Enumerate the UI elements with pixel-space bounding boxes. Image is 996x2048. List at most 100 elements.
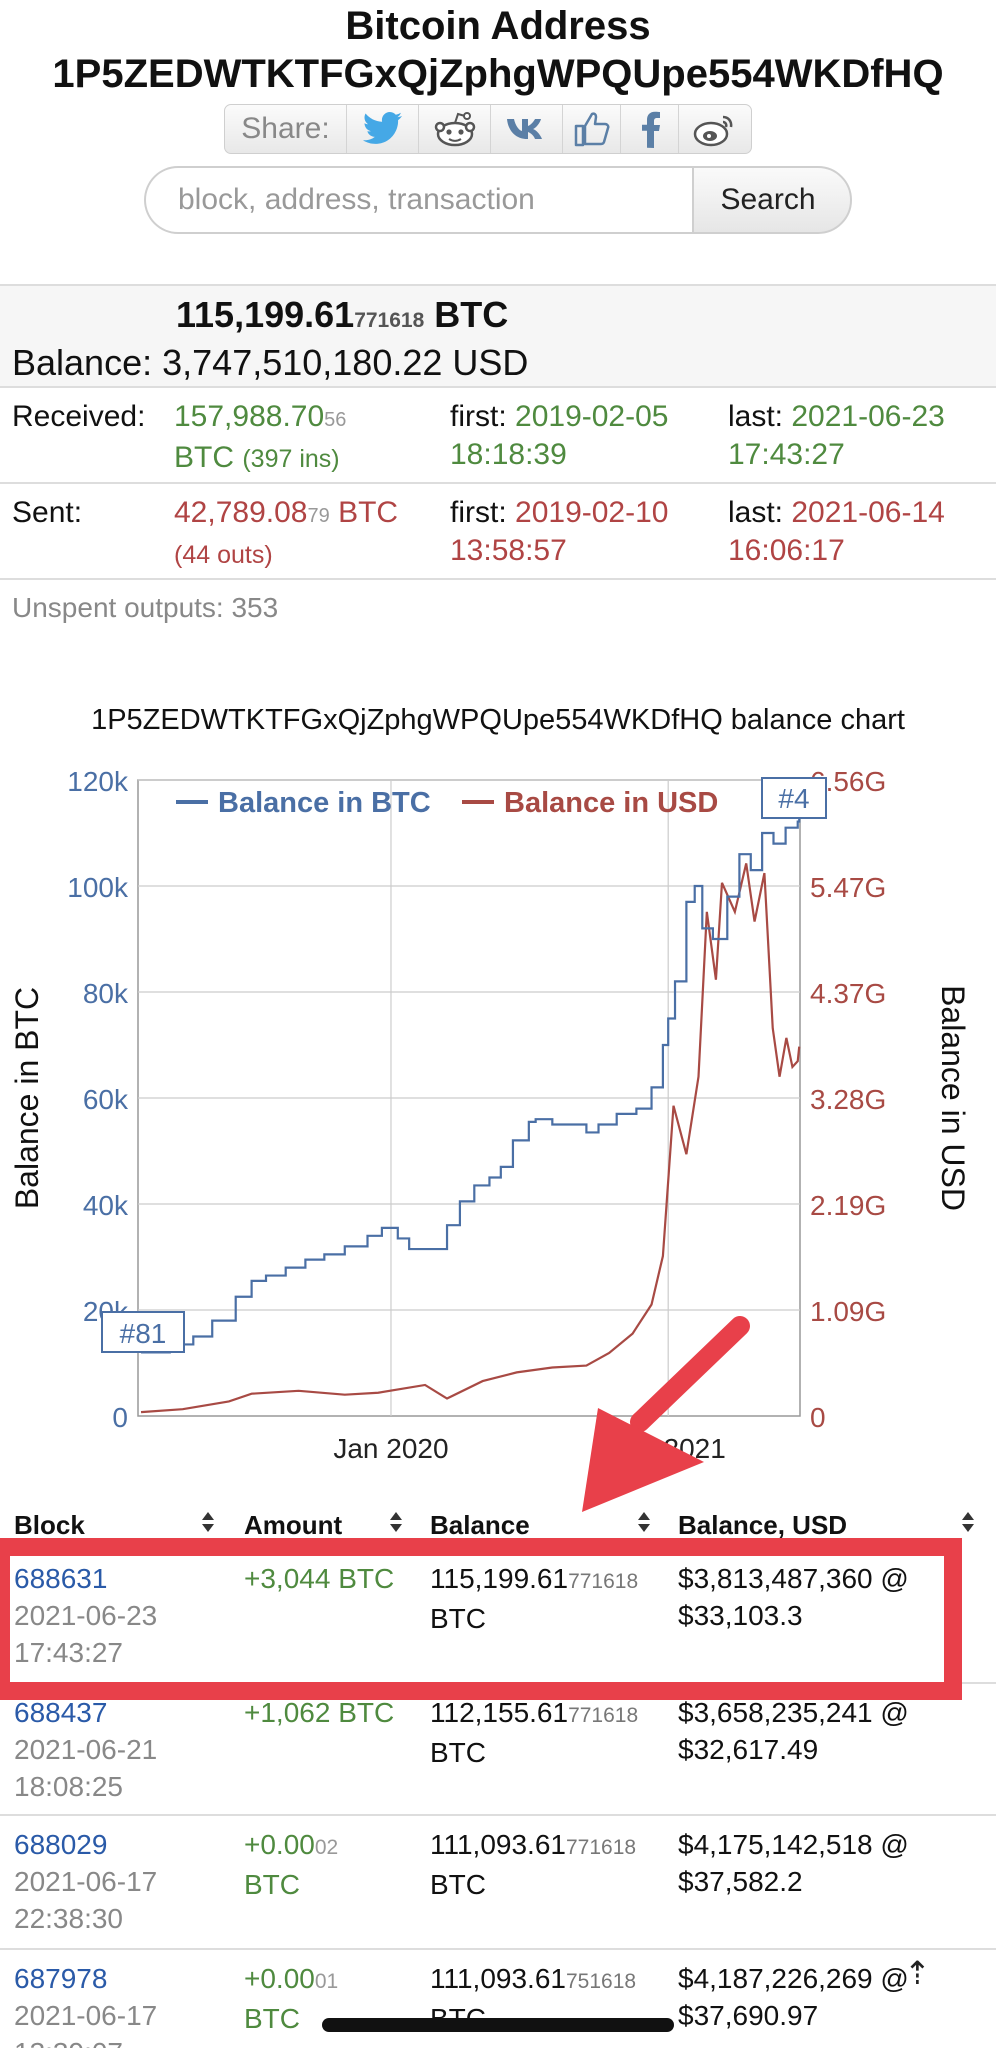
home-indicator[interactable] bbox=[322, 2018, 674, 2032]
marker-label-81: #81 bbox=[120, 1318, 167, 1349]
y-axis-label: Balance in BTC bbox=[9, 987, 45, 1209]
row-amount-small: 01 bbox=[314, 1970, 339, 1993]
sort-icon[interactable] bbox=[388, 1510, 404, 1534]
facebook-icon[interactable] bbox=[621, 105, 679, 153]
table-row: 688437 2021-06-21 18:08:25 +1,062 BTC 11… bbox=[0, 1684, 996, 1816]
address-summary: 115,199.61771618 BTC Balance: 3,747,510,… bbox=[0, 284, 996, 580]
received-last: last: 2021-06-23 17:43:27 bbox=[728, 398, 996, 474]
scroll-top-icon[interactable]: ⇡ bbox=[904, 1955, 931, 1991]
page-title-address: 1P5ZEDWTKTFGxQjZphgWPQUpe554WKDfHQ bbox=[52, 52, 944, 96]
row-balance-main: 115,199.61 bbox=[430, 1563, 569, 1594]
row-rate: $32,617.49 bbox=[678, 1734, 819, 1765]
row-usd-value: $4,187,226,269 @ bbox=[678, 1963, 909, 1994]
sort-icon[interactable] bbox=[636, 1510, 652, 1534]
sent-label: Sent: bbox=[12, 496, 83, 529]
row-usd: $3,658,235,241 @ $32,617.49 bbox=[678, 1694, 996, 1768]
search-button[interactable]: Search bbox=[692, 166, 852, 234]
sort-icon[interactable] bbox=[960, 1510, 976, 1534]
row-usd: $3,813,487,360 @ $33,103.3 bbox=[678, 1560, 996, 1634]
balance-label: Balance: bbox=[12, 342, 153, 383]
received-last-label: last: bbox=[728, 400, 784, 433]
y2-tick-label: 4.37G bbox=[810, 978, 886, 1009]
row-balance: 111,093.61771618 BTC bbox=[430, 1826, 674, 1903]
sent-amount-small: 79 bbox=[307, 505, 330, 527]
row-date: 2021-06-17 bbox=[14, 2000, 158, 2031]
y-tick-label: 0 bbox=[112, 1402, 128, 1433]
sent-row: Sent: 42,789.0879 BTC (44 outs) first: 2… bbox=[0, 484, 996, 580]
page-title-line1: Bitcoin Address bbox=[345, 4, 651, 48]
received-count: (397 ins) bbox=[242, 445, 340, 473]
y2-tick-label: 3.28G bbox=[810, 1084, 886, 1115]
unspent-outputs: Unspent outputs: 353 bbox=[12, 592, 279, 623]
sent-first: first: 2019-02-10 13:58:57 bbox=[450, 494, 720, 570]
sent-last: last: 2021-06-14 16:06:17 bbox=[728, 494, 996, 570]
received-amount-main: 157,988.70 bbox=[174, 400, 325, 433]
weibo-icon[interactable] bbox=[679, 105, 751, 153]
series-line-usd bbox=[140, 863, 801, 1414]
row-amount-unit: BTC bbox=[244, 2003, 300, 2034]
header-balance-usd[interactable]: Balance, USD bbox=[678, 1510, 848, 1540]
share-label: Share: bbox=[225, 105, 347, 153]
chart-title: 1P5ZEDWTKTFGxQjZphgWPQUpe554WKDfHQ balan… bbox=[91, 704, 905, 736]
legend-label-btc: Balance in BTC bbox=[218, 787, 431, 819]
block-link[interactable]: 688631 bbox=[14, 1563, 108, 1594]
balance-btc: 115,199.61771618 BTC bbox=[176, 294, 508, 336]
sort-icon[interactable] bbox=[200, 1510, 216, 1534]
header-amount[interactable]: Amount bbox=[244, 1510, 343, 1540]
received-row: Received: 157,988.7056 BTC (397 ins) fir… bbox=[0, 388, 996, 484]
sent-last-date: 2021-06-14 bbox=[791, 496, 945, 529]
row-time: 22:38:30 bbox=[14, 1903, 123, 1934]
block-link[interactable]: 687978 bbox=[14, 1963, 108, 1994]
row-balance-main: 111,093.61 bbox=[430, 1963, 566, 1994]
sent-first-label: first: bbox=[450, 496, 507, 529]
row-block-cell: 688029 2021-06-17 22:38:30 bbox=[14, 1826, 157, 1937]
row-amount-main: +3,044 BTC bbox=[244, 1563, 395, 1594]
balance-chart[interactable]: 020k40k60k80k100k120k01.09G2.19G3.28G4.3… bbox=[0, 760, 996, 1460]
twitter-icon[interactable] bbox=[347, 105, 419, 153]
table-row: 687978 2021-06-17 13:39:07 +0.0001 BTC 11… bbox=[0, 1950, 996, 2048]
row-usd: $4,187,226,269 @ $37,690.97 bbox=[678, 1960, 996, 2034]
sent-last-label: last: bbox=[728, 496, 784, 529]
row-balance-unit: BTC bbox=[430, 1737, 486, 1768]
balance-usd: Balance: 3,747,510,180.22 USD bbox=[12, 342, 528, 384]
row-usd-value: $4,175,142,518 @ bbox=[678, 1829, 909, 1860]
row-time: 17:43:27 bbox=[14, 1637, 123, 1668]
row-balance: 115,199.61771618 BTC bbox=[430, 1560, 674, 1637]
row-balance-small: 771618 bbox=[568, 1570, 639, 1593]
balance-btc-main: 115,199.61 bbox=[176, 294, 355, 335]
row-balance: 112,155.61771618 BTC bbox=[430, 1694, 674, 1771]
row-time: 18:08:25 bbox=[14, 1771, 123, 1802]
row-usd: $4,175,142,518 @ $37,582.2 bbox=[678, 1826, 996, 1900]
search-input[interactable] bbox=[144, 166, 692, 234]
row-block-cell: 688437 2021-06-21 18:08:25 bbox=[14, 1694, 157, 1805]
row-balance-small: 751618 bbox=[565, 1970, 637, 1993]
row-amount-main: +0.00 bbox=[244, 1829, 315, 1860]
received-unit: BTC bbox=[174, 441, 234, 474]
vk-icon[interactable] bbox=[491, 105, 563, 153]
y-tick-label: 40k bbox=[83, 1190, 129, 1221]
row-amount: +3,044 BTC bbox=[244, 1560, 424, 1600]
header-balance[interactable]: Balance bbox=[430, 1510, 530, 1540]
row-amount-small: 02 bbox=[314, 1836, 339, 1859]
row-amount-main: +0.00 bbox=[244, 1963, 315, 1994]
row-rate: $37,690.97 bbox=[678, 2000, 819, 2031]
block-link[interactable]: 688437 bbox=[14, 1697, 108, 1728]
header-block[interactable]: Block bbox=[14, 1510, 85, 1540]
like-icon[interactable] bbox=[563, 105, 621, 153]
row-block-cell: 687978 2021-06-17 13:39:07 bbox=[14, 1960, 157, 2048]
y2-axis-label: Balance in USD bbox=[935, 985, 971, 1211]
x-tick-label: Jan 2020 bbox=[333, 1433, 448, 1460]
y2-tick-label: 2.19G bbox=[810, 1190, 886, 1221]
received-first: first: 2019-02-05 18:18:39 bbox=[450, 398, 720, 474]
sent-first-date: 2019-02-10 bbox=[515, 496, 669, 529]
block-link[interactable]: 688029 bbox=[14, 1829, 108, 1860]
received-last-date: 2021-06-23 bbox=[791, 400, 945, 433]
row-balance-small: 771618 bbox=[565, 1836, 637, 1859]
legend-label-usd: Balance in USD bbox=[504, 787, 718, 819]
sent-unit: BTC bbox=[338, 496, 399, 529]
row-rate: $33,103.3 bbox=[678, 1600, 803, 1631]
reddit-icon[interactable] bbox=[419, 105, 491, 153]
balance-usd-value: 3,747,510,180.22 USD bbox=[162, 342, 529, 383]
row-date: 2021-06-17 bbox=[14, 1866, 158, 1897]
row-balance-unit: BTC bbox=[430, 1869, 486, 1900]
